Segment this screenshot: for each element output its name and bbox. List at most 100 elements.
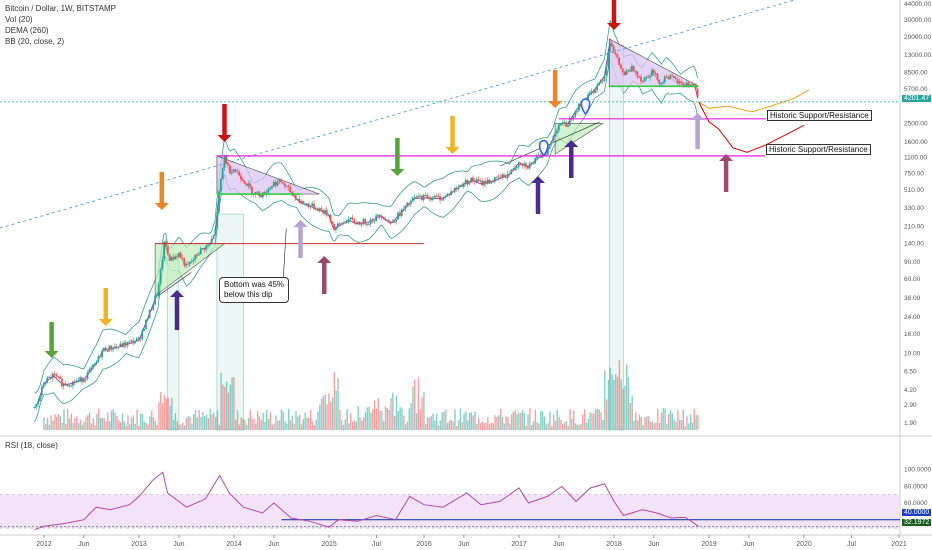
- candle-body: [356, 222, 359, 225]
- volume-bar: [678, 419, 681, 430]
- candle-body: [84, 379, 87, 381]
- candle-body: [285, 185, 288, 187]
- candle-body: [532, 162, 535, 164]
- candle-body: [473, 180, 476, 182]
- candle-body: [536, 156, 538, 159]
- volume-bar: [123, 421, 125, 430]
- volume-bar: [280, 409, 283, 430]
- volume-bar: [335, 390, 337, 430]
- candle-body: [364, 219, 367, 224]
- volume-bar: [174, 413, 177, 430]
- candle-body: [636, 71, 639, 77]
- candle-body: [362, 219, 365, 225]
- candle-body: [384, 218, 387, 221]
- candle-body: [280, 179, 283, 183]
- candle-body: [163, 241, 166, 260]
- volume-bar: [249, 409, 252, 430]
- candle-body: [660, 82, 663, 84]
- candle-body: [629, 70, 631, 72]
- candle-body: [693, 83, 695, 86]
- candle-body: [86, 372, 89, 380]
- volume-bar: [651, 421, 653, 430]
- candle-body: [135, 338, 138, 342]
- volume-bar: [414, 379, 416, 430]
- volume-bar: [289, 419, 292, 430]
- candle-body: [641, 81, 644, 83]
- candle-body: [590, 90, 593, 93]
- x-tick-label: 2020: [796, 541, 812, 548]
- volume-bar: [478, 418, 480, 430]
- volume-bar: [165, 398, 168, 430]
- volume-bar: [183, 425, 186, 430]
- candle-body: [634, 70, 637, 72]
- volume-bar: [448, 420, 451, 430]
- candle-body: [647, 77, 650, 79]
- volume-bar: [225, 381, 228, 430]
- volume-bar: [483, 423, 485, 430]
- candle-body: [674, 77, 677, 80]
- volume-bar: [107, 412, 109, 430]
- volume-bar: [245, 424, 248, 430]
- candle-body: [490, 180, 493, 184]
- volume-bar: [92, 417, 94, 430]
- volume-bar: [689, 414, 692, 430]
- volume-bar: [46, 418, 49, 430]
- volume-bar: [74, 417, 76, 430]
- volume-bar: [282, 411, 284, 430]
- candle-body: [645, 77, 648, 79]
- volume-bar: [258, 416, 261, 430]
- candle-body: [82, 380, 85, 383]
- candle-body: [426, 195, 429, 199]
- candle-body: [409, 201, 412, 205]
- volume-bar: [324, 394, 326, 430]
- candle-body: [594, 90, 597, 93]
- volume-bar: [264, 421, 266, 430]
- volume-bar: [401, 408, 403, 430]
- volume-bar: [636, 420, 639, 430]
- candle-body: [671, 75, 673, 77]
- candle-body: [559, 124, 562, 126]
- volume-bar: [269, 411, 272, 430]
- volume-bar: [187, 416, 189, 430]
- candle-body: [495, 176, 498, 178]
- candle-body: [360, 224, 363, 226]
- candle-body: [340, 223, 343, 225]
- x-tick-label: Jun: [173, 541, 184, 548]
- volume-bar: [176, 421, 178, 430]
- candle-body: [37, 401, 40, 405]
- candle-body: [419, 195, 421, 197]
- volume-bar: [267, 419, 270, 430]
- volume-bar: [372, 409, 374, 430]
- arrow-orange-down: [154, 172, 169, 210]
- y-tick-label: 210.00: [904, 224, 924, 231]
- candle-body: [395, 219, 398, 222]
- x-tick-label: 2017: [511, 541, 527, 548]
- volume-bar: [435, 414, 438, 430]
- candle-body: [499, 177, 502, 179]
- volume-bar: [578, 424, 580, 430]
- volume-bar: [459, 408, 462, 430]
- bollinger-bands: [34, 20, 699, 431]
- triangle-lower-edge: [157, 272, 192, 297]
- candle-body: [154, 296, 156, 305]
- volume-bar: [143, 421, 146, 430]
- candle-body: [397, 212, 399, 220]
- volume-bar: [55, 417, 58, 430]
- rsi-tick-label: 80.0000: [904, 483, 928, 490]
- volume-bar: [242, 418, 244, 430]
- volume-bar: [136, 409, 138, 430]
- volume-bar: [437, 425, 440, 430]
- volume-bar: [293, 423, 295, 430]
- volume-bar: [605, 399, 608, 430]
- rsi-band: [0, 494, 900, 528]
- volume-bar: [496, 416, 498, 430]
- candle-body: [95, 361, 98, 364]
- volume-bar: [50, 415, 52, 430]
- volume-bar: [368, 406, 370, 430]
- volume-bar: [673, 419, 675, 430]
- candle-body: [104, 347, 107, 352]
- candle-body: [621, 68, 624, 72]
- candle-body: [428, 197, 431, 199]
- candle-body: [386, 220, 388, 222]
- candle-body: [588, 92, 591, 95]
